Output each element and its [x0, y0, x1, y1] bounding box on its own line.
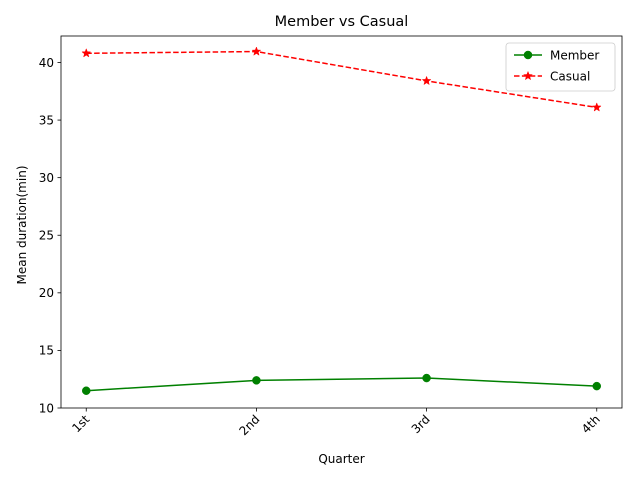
legend-item-casual: Casual [514, 69, 590, 83]
data-point-member [592, 381, 602, 391]
legend-label: Casual [550, 69, 590, 83]
chart-title: Member vs Casual [275, 14, 409, 30]
y-tick-label: 30 [39, 171, 54, 185]
series-line-casual [86, 50, 597, 109]
data-point-casual [81, 48, 92, 58]
data-point-member [422, 373, 431, 383]
legend: Member Casual [505, 42, 616, 92]
series-member [81, 373, 602, 395]
y-tick-label: 40 [39, 56, 54, 70]
data-point-member [81, 386, 91, 395]
plot-area [60, 35, 623, 409]
legend-label: Member [550, 48, 599, 62]
y-tick-label: 15 [39, 344, 54, 358]
x-tick-label: 4th [579, 412, 603, 436]
data-point-casual [421, 75, 432, 86]
y-tick-label: 25 [39, 229, 54, 243]
x-tick-label: 1st [69, 412, 92, 435]
legend-marker [523, 50, 533, 60]
data-point-casual [251, 46, 262, 56]
x-axis-label: Quarter [318, 452, 364, 466]
legend-item-member: Member [514, 48, 599, 62]
series-line-member [86, 377, 597, 392]
y-tick-label: 10 [39, 401, 54, 415]
y-axis-label: Mean duration(min) [15, 166, 29, 285]
plot-frame [60, 35, 623, 409]
y-tick-label: 35 [39, 113, 54, 127]
x-axis: 1st 2nd 3rd 4th [69, 408, 603, 438]
data-point-member [252, 376, 261, 385]
y-tick-label: 20 [39, 286, 54, 300]
series-casual [81, 46, 602, 112]
data-point-casual [591, 102, 602, 112]
y-axis: 10 15 20 25 30 35 40 [39, 56, 61, 415]
x-tick-label: 3rd [409, 412, 433, 436]
legend-marker [523, 70, 533, 81]
series-layer [81, 46, 602, 395]
x-tick-label: 2nd [236, 412, 262, 438]
